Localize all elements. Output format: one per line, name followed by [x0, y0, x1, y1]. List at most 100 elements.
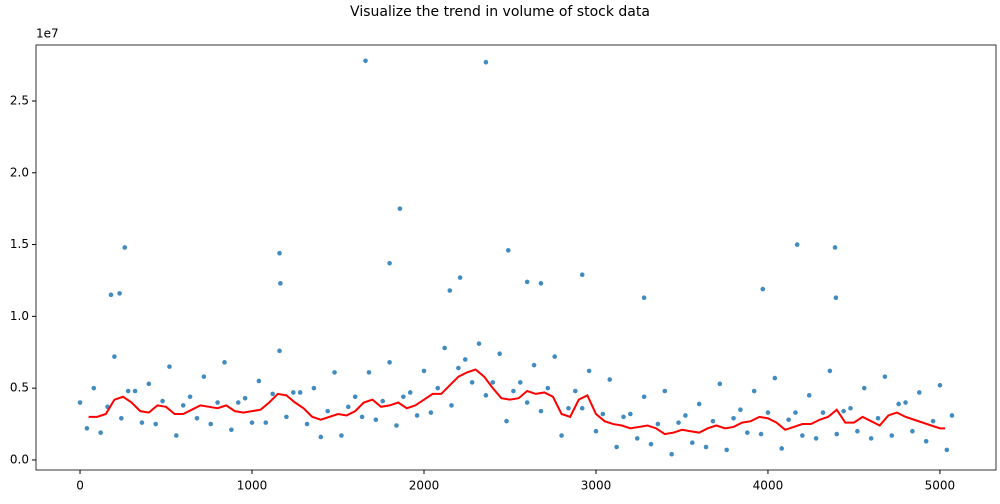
- scatter-point: [903, 400, 908, 405]
- scatter-point: [614, 444, 619, 450]
- scatter-point: [868, 436, 874, 441]
- scatter-point: [325, 408, 330, 414]
- scatter-point: [447, 288, 453, 293]
- scatter-point: [607, 377, 613, 382]
- scatter-point: [167, 364, 172, 369]
- scatter-point: [724, 447, 729, 453]
- scatter-point: [504, 418, 509, 424]
- scatter-point: [731, 416, 736, 421]
- scatter-point: [397, 206, 403, 211]
- scatter-point: [593, 428, 599, 434]
- scatter-point: [621, 414, 626, 420]
- scatter-point: [278, 281, 283, 286]
- scatter-point: [779, 446, 785, 451]
- scatter-point: [882, 374, 888, 379]
- scatter-point: [794, 242, 800, 247]
- scatter-point: [683, 413, 688, 418]
- scatter-point: [449, 403, 454, 408]
- x-tick-label: 3000: [581, 479, 612, 493]
- y-tick-label: 1.5: [10, 237, 29, 251]
- scatter-point: [538, 281, 544, 286]
- x-tick-label: 5000: [925, 479, 956, 493]
- scatter-point: [710, 418, 716, 424]
- scatter-point: [760, 286, 766, 292]
- scatter-point: [573, 388, 578, 394]
- scatter-point: [827, 368, 833, 374]
- plot-frame: [35, 44, 997, 471]
- scatter-point: [290, 390, 296, 395]
- scatter-point: [628, 411, 633, 417]
- x-tick-label: 0: [76, 479, 84, 493]
- scatter-point: [758, 431, 764, 437]
- scatter-point: [352, 394, 358, 400]
- scatter-point: [944, 447, 950, 453]
- scatter-point: [476, 341, 482, 346]
- scatter-point: [483, 393, 489, 398]
- scatter-point: [889, 433, 895, 438]
- scatter-point: [813, 436, 819, 441]
- scatter-point: [820, 410, 826, 415]
- scatter-point: [793, 410, 798, 415]
- scatter-point: [122, 245, 128, 250]
- scatter-point: [524, 400, 530, 405]
- scatter-point: [579, 272, 585, 278]
- y-tick-label: 0.0: [10, 452, 29, 466]
- scatter-point: [738, 407, 743, 412]
- scatter-point: [916, 390, 922, 395]
- scatter-point: [841, 408, 846, 414]
- scatter-point: [229, 427, 234, 433]
- scatter-point: [98, 430, 103, 435]
- scatter-point: [490, 380, 496, 385]
- scatter-point: [346, 404, 351, 410]
- scatter-point: [394, 423, 399, 428]
- scatter-point: [689, 440, 695, 446]
- scatter-point: [524, 279, 530, 285]
- scatter-point: [284, 414, 289, 420]
- scatter-point: [923, 438, 929, 444]
- scatter-point: [435, 385, 441, 391]
- scatter-point: [634, 436, 640, 441]
- scatter-point: [256, 378, 262, 384]
- y-tick-label: 2.5: [10, 93, 29, 107]
- x-tick-label: 1000: [237, 479, 268, 493]
- scatter-point: [703, 444, 709, 450]
- scatter-point: [855, 428, 860, 434]
- scatter-point: [215, 400, 220, 405]
- scatter-point: [112, 354, 117, 359]
- scatter-point: [848, 405, 853, 411]
- scatter-point: [765, 410, 771, 415]
- scatter-point: [538, 408, 544, 414]
- scatter-point: [896, 401, 901, 407]
- scatter-point: [641, 295, 647, 301]
- scatter-point: [669, 451, 674, 457]
- scatter-point: [428, 410, 434, 415]
- scatter-point: [201, 374, 207, 379]
- scatter-point: [119, 416, 124, 421]
- scatter-point: [373, 417, 379, 423]
- scatter-point: [861, 385, 867, 391]
- scatter-point: [146, 381, 152, 387]
- scatter-point: [84, 426, 90, 431]
- scatter-point: [277, 250, 282, 256]
- scatter-point: [586, 368, 592, 374]
- scatter-point: [648, 441, 654, 447]
- scatter-point: [786, 417, 791, 423]
- scatter-point: [91, 385, 97, 391]
- scatter-point: [108, 292, 114, 298]
- scatter-point: [414, 413, 420, 418]
- scatter-point: [579, 405, 585, 411]
- scatter-point: [552, 354, 557, 359]
- scatter-point: [235, 400, 241, 405]
- scatter-point: [566, 405, 571, 411]
- scatter-point: [834, 431, 840, 437]
- scatter-point: [311, 385, 317, 391]
- scatter-point: [421, 368, 427, 374]
- scatter-point: [363, 58, 368, 64]
- scatter-point: [800, 433, 805, 438]
- scatter-point: [270, 391, 275, 397]
- scatter-point: [806, 393, 812, 398]
- scatter-point: [277, 348, 282, 354]
- scatter-point: [153, 421, 158, 427]
- scatter-point: [483, 59, 489, 65]
